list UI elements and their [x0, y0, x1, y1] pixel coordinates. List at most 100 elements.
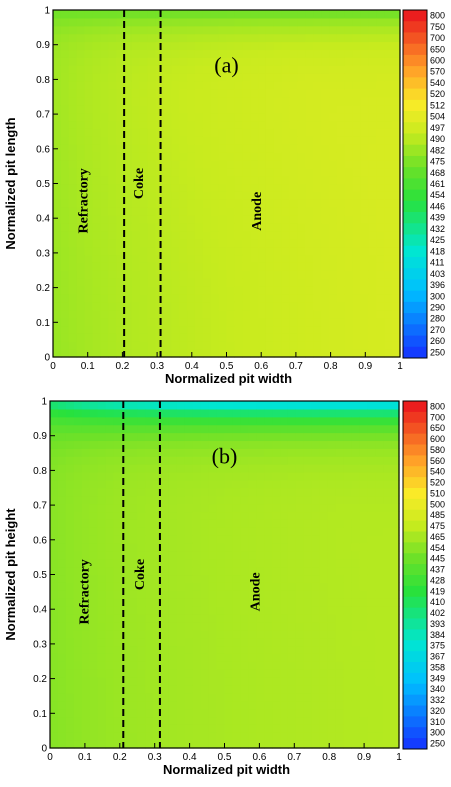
heatmap-cell — [84, 144, 94, 153]
heatmap-cell — [184, 732, 194, 741]
heatmap-cell — [76, 286, 86, 295]
heatmap-cell — [232, 535, 241, 544]
heatmap-cell — [248, 440, 257, 449]
heatmap-cell — [256, 550, 265, 560]
heatmap-cell — [234, 341, 243, 350]
heatmap-cell — [311, 621, 321, 631]
heatmap-cell — [145, 700, 154, 710]
heatmap-cell — [280, 464, 289, 473]
heatmap-cell — [383, 684, 392, 694]
heatmap-cell — [84, 262, 94, 271]
heatmap-cell — [97, 487, 107, 497]
heatmap-cell — [84, 25, 94, 35]
heatmap-cell — [336, 254, 346, 263]
heatmap-cell — [297, 254, 306, 263]
heatmap-cell — [265, 215, 275, 224]
heatmap-cell — [383, 708, 392, 718]
heatmap-cell — [335, 401, 345, 410]
heatmap-cell — [375, 503, 384, 513]
heatmap-cell — [295, 669, 305, 678]
heatmap-cell — [131, 25, 141, 35]
heatmap-cell — [391, 590, 400, 599]
heatmap-cell — [121, 645, 130, 654]
heatmap-cell — [73, 708, 83, 718]
heatmap-cell — [97, 708, 107, 718]
heatmap-cell — [264, 432, 273, 442]
heatmap-cell — [184, 724, 194, 733]
heatmap-cell — [200, 677, 210, 686]
heatmap-cell — [224, 700, 234, 710]
heatmap-cell — [121, 692, 130, 702]
heatmap-cell — [319, 621, 329, 631]
heatmap-cell — [343, 700, 353, 710]
heatmap-cell — [351, 590, 360, 599]
heatmap-cell — [336, 230, 346, 240]
heatmap-cell — [168, 440, 178, 449]
heatmap-cell — [280, 653, 289, 662]
heatmap-cell — [76, 278, 86, 287]
heatmap-cell — [242, 349, 251, 358]
heatmap-cell — [383, 503, 392, 513]
heatmap-cell — [176, 598, 186, 607]
heatmap-cell — [161, 582, 170, 591]
x-tick-label: 0.9 — [357, 752, 371, 763]
heatmap-cell — [108, 278, 117, 287]
heatmap-cell — [161, 613, 170, 623]
heatmap-cell — [68, 128, 78, 137]
heatmap-cell — [392, 17, 401, 27]
heatmap-cell — [171, 270, 180, 279]
heatmap-cell — [305, 278, 314, 287]
heatmap-cell — [329, 65, 338, 74]
heatmap-cell — [100, 73, 109, 82]
colorbar-label: 475 — [430, 521, 445, 531]
heatmap-cell — [281, 207, 291, 216]
heatmap-cell — [192, 471, 202, 481]
heatmap-cell — [92, 104, 101, 114]
heatmap-cell — [116, 96, 125, 106]
heatmap-cell — [113, 582, 122, 591]
heatmap-cell — [121, 621, 130, 631]
heatmap-cell — [171, 230, 180, 240]
heatmap-cell — [179, 325, 188, 334]
heatmap-cell — [216, 487, 226, 497]
heatmap-cell — [121, 487, 130, 497]
heatmap-cell — [100, 96, 109, 106]
heatmap-cell — [145, 684, 154, 694]
heatmap-cell — [100, 278, 109, 287]
heatmap-cell — [176, 550, 186, 560]
heatmap-cell — [100, 230, 109, 240]
heatmap-cell — [92, 183, 101, 192]
heatmap-cell — [327, 503, 337, 513]
heatmap-cell — [313, 96, 322, 106]
heatmap-cell — [272, 708, 281, 718]
heatmap-cell — [97, 550, 107, 560]
heatmap-cell — [163, 33, 172, 43]
heatmap-cell — [179, 270, 188, 279]
heatmap-cell — [280, 558, 289, 568]
colorbar-label: 454 — [430, 543, 445, 553]
heatmap-cell — [53, 270, 62, 279]
heatmap-cell — [145, 582, 154, 591]
heatmap-cell — [60, 238, 70, 248]
heatmap-cell — [391, 637, 400, 647]
heatmap-cell — [327, 637, 337, 647]
heatmap-cell — [65, 598, 75, 607]
heatmap-cell — [242, 191, 251, 200]
heatmap-cell — [289, 96, 299, 106]
heatmap-cell — [121, 542, 130, 552]
heatmap-cell — [280, 479, 289, 489]
heatmap-cell — [311, 629, 321, 639]
heatmap-cell — [360, 96, 370, 106]
heatmap-cell — [153, 661, 162, 670]
heatmap-cell — [121, 566, 130, 576]
heatmap-cell — [163, 104, 172, 114]
heatmap-cell — [176, 479, 186, 489]
heatmap-cell — [351, 527, 360, 536]
heatmap-cell — [179, 254, 188, 263]
heatmap-cell — [116, 33, 125, 43]
heatmap-cell — [224, 708, 234, 718]
heatmap-cell — [184, 558, 194, 568]
heatmap-cell — [218, 128, 228, 137]
heatmap-cell — [65, 519, 75, 528]
heatmap-cell — [139, 246, 149, 256]
